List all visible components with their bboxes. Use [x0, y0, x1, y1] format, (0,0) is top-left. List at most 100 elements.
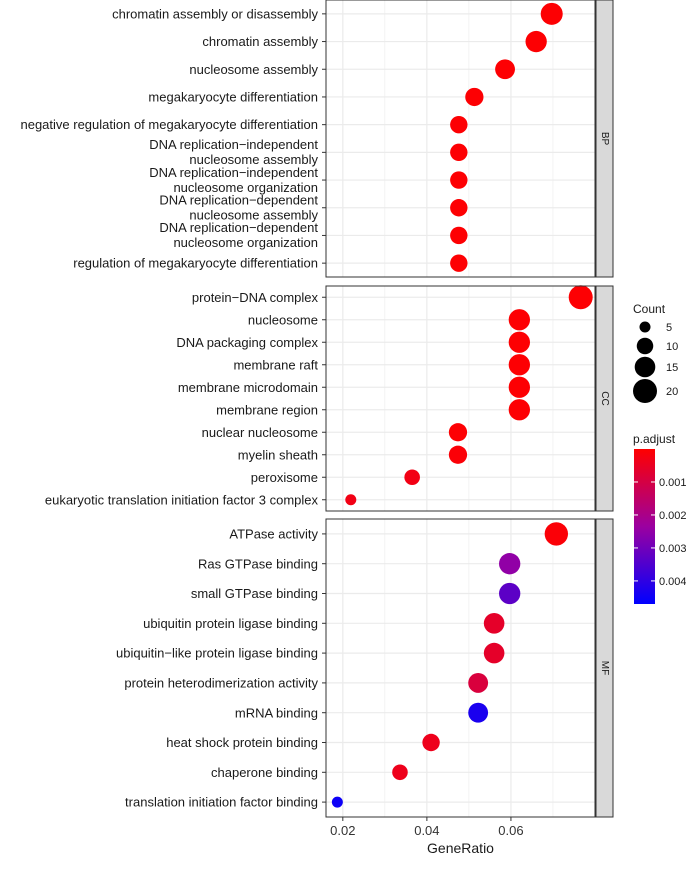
- panel-border: [325, 0, 596, 278]
- data-point: [508, 399, 531, 421]
- data-point: [568, 285, 593, 310]
- size-legend-label: 10: [666, 341, 678, 353]
- data-point: [508, 354, 531, 376]
- color-legend-title: p.adjust: [633, 432, 676, 446]
- term-label: peroxisome: [251, 470, 318, 485]
- term-label: chromatin assembly: [202, 34, 318, 49]
- facet-strip-label: MF: [599, 661, 610, 675]
- term-label-line: DNA replication−independent: [149, 165, 318, 180]
- term-label: DNA packaging complex: [176, 335, 318, 350]
- term-label: nucleosome assembly: [189, 62, 318, 77]
- data-point: [508, 331, 531, 353]
- data-point: [450, 171, 468, 189]
- term-label: nucleosome: [248, 312, 318, 327]
- panel-border: [325, 285, 596, 512]
- data-point: [345, 494, 357, 506]
- data-point: [422, 733, 440, 752]
- data-point: [468, 672, 489, 693]
- facet-panel-bp: chromatin assembly or disassembly chromat…: [20, 0, 614, 278]
- term-label: DNA replication−dependent nucleosome asse…: [159, 193, 318, 223]
- term-label: membrane raft: [233, 357, 318, 372]
- data-point: [331, 796, 343, 808]
- term-label: protein−DNA complex: [192, 290, 319, 305]
- term-label-line: nucleosome organization: [173, 235, 318, 250]
- x-axis-title: GeneRatio: [427, 840, 494, 856]
- x-tick-label: 0.06: [498, 823, 523, 838]
- panel-background: [326, 519, 595, 817]
- term-label: ubiquitin protein ligase binding: [143, 616, 318, 631]
- data-point: [525, 30, 547, 53]
- term-label: DNA replication−independent nucleosome as…: [149, 137, 318, 167]
- term-label: membrane microdomain: [178, 380, 318, 395]
- data-point: [450, 199, 468, 217]
- data-point: [450, 143, 468, 162]
- x-tick-label: 0.02: [330, 823, 355, 838]
- term-label: nuclear nucleosome: [202, 425, 318, 440]
- panel-border: [325, 518, 596, 818]
- size-legend-key: [633, 379, 657, 403]
- term-label: DNA replication−independent nucleosome or…: [149, 165, 318, 195]
- term-label: chromatin assembly or disassembly: [112, 6, 318, 21]
- data-point: [448, 445, 468, 464]
- facet-strip: [595, 285, 614, 512]
- data-point: [495, 59, 515, 80]
- term-label: membrane region: [216, 402, 318, 417]
- term-label-line: DNA replication−dependent: [159, 220, 318, 235]
- size-legend-title: Count: [633, 302, 666, 316]
- data-point: [404, 469, 420, 486]
- size-legend-key: [634, 356, 656, 378]
- facet-strip-label: CC: [599, 391, 610, 405]
- data-point: [499, 582, 521, 605]
- term-label-line: nucleosome assembly: [189, 152, 318, 167]
- facet-strip-label: BP: [599, 132, 610, 146]
- color-legend-bar: [634, 449, 655, 604]
- data-point: [540, 2, 563, 25]
- term-label: heat shock protein binding: [166, 735, 318, 750]
- term-label: DNA replication−dependent nucleosome orga…: [159, 220, 318, 250]
- term-label: small GTPase binding: [191, 586, 318, 601]
- data-point: [450, 254, 468, 272]
- data-point: [465, 87, 484, 107]
- facet-panels: chromatin assembly or disassembly chromat…: [20, 0, 614, 818]
- data-point: [483, 613, 505, 634]
- term-label-line: nucleosome assembly: [189, 207, 318, 222]
- data-point: [450, 115, 468, 134]
- term-label: protein heterodimerization activity: [124, 675, 318, 690]
- term-label-line: DNA replication−independent: [149, 137, 318, 152]
- color-legend-label: 0.004: [659, 576, 686, 588]
- data-point: [448, 423, 468, 442]
- size-legend-key: [639, 321, 651, 333]
- data-point: [499, 553, 521, 575]
- data-point: [483, 642, 505, 664]
- term-label-line: DNA replication−dependent: [159, 193, 318, 208]
- term-label: translation initiation factor binding: [125, 795, 318, 810]
- term-label: mRNA binding: [235, 705, 318, 720]
- size-legend-label: 5: [666, 322, 672, 334]
- color-legend-label: 0.002: [659, 510, 686, 522]
- term-label: Ras GTPase binding: [198, 556, 318, 571]
- size-legend-label: 15: [666, 362, 678, 374]
- data-point: [392, 764, 408, 781]
- x-tick-label: 0.04: [414, 823, 439, 838]
- facet-panel-cc: protein−DNA complex nucleosome DNA packagi…: [45, 285, 614, 512]
- data-point: [508, 376, 531, 398]
- data-point: [468, 702, 489, 723]
- data-point: [450, 226, 468, 245]
- size-legend-key: [636, 337, 654, 355]
- term-label: ATPase activity: [229, 526, 318, 541]
- term-label-line: nucleosome organization: [173, 180, 318, 195]
- facet-strip: [595, 518, 614, 818]
- panel-background: [326, 286, 595, 511]
- data-point: [544, 522, 569, 546]
- term-label: negative regulation of megakaryocyte dif…: [20, 117, 318, 132]
- term-label: regulation of megakaryocyte differentiat…: [73, 256, 318, 271]
- term-label: eukaryotic translation initiation factor…: [45, 492, 319, 507]
- facet-strip: [595, 0, 614, 278]
- term-label: myelin sheath: [238, 447, 318, 462]
- term-label: chaperone binding: [211, 765, 318, 780]
- color-legend-label: 0.001: [659, 477, 686, 489]
- term-label: megakaryocyte differentiation: [148, 90, 318, 105]
- color-legend-label: 0.003: [659, 543, 686, 555]
